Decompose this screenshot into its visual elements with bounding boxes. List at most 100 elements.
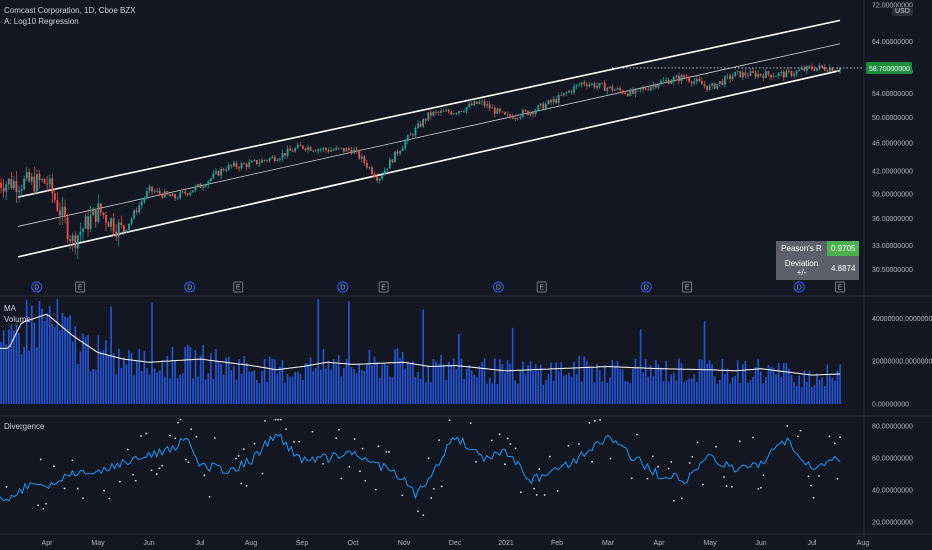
volume-bar [360,370,363,404]
divergence-dot [490,439,493,442]
divergence-dot [833,442,836,445]
divergence-dot [506,437,509,440]
volume-bar [644,358,647,404]
volume-bar [568,372,570,404]
volume-bar [672,372,675,404]
candle-body [527,110,529,115]
candle-body [772,76,775,78]
candle-body [493,107,496,114]
volume-bar [621,369,624,404]
divergence-dot [203,474,206,477]
candle-body [102,212,105,215]
candle-body [603,83,606,91]
volume-bar [87,335,89,404]
earnings-marker-label: E [838,285,843,292]
candle-body [764,71,767,78]
candle-body [148,186,151,192]
volume-bar [588,366,591,404]
volume-bar [839,364,841,404]
candle-body [215,171,217,174]
volume-bar [2,330,5,404]
currency-badge[interactable]: USD [892,7,913,16]
x-tick-label: Aug [857,540,870,547]
candle-body [312,150,315,152]
candle-body [258,162,261,165]
candle-body [7,178,10,185]
divergence-dot [591,460,593,463]
candle-body [839,67,841,71]
divergence-dot [401,494,404,497]
volume-bar [800,387,803,404]
volume-bar [437,364,440,404]
candle-body [570,90,573,93]
candle-body [330,150,332,152]
volume-bar [378,377,381,404]
volume-bar [550,362,552,404]
volume-bar [107,355,110,404]
volume-bar [726,368,729,404]
earnings-marker-icon [233,281,244,293]
volume-bar [279,366,281,404]
candle-body [30,176,33,182]
divergence-dot [538,468,541,470]
volume-bar [601,381,603,404]
volume-bar [698,359,701,404]
candle-body [261,159,263,163]
candle-body [317,149,320,152]
candle-body [51,178,54,194]
volume-bar [657,364,660,404]
candle-body [624,93,627,95]
candle-body [248,162,251,168]
volume-bar [818,379,821,404]
candle-body [69,239,72,242]
divergence-dot [651,455,654,458]
divergence-dot [169,434,171,437]
candle-body [273,156,276,161]
divergence-dot [533,487,535,490]
candle-body [138,205,141,213]
divergence-dot [448,419,451,422]
volume-bar [273,359,276,404]
divergence-dot [636,433,638,436]
candle-body [373,173,376,177]
candle-body [171,193,174,197]
candle-body [145,191,148,198]
candle-body [762,75,765,78]
candle-body [82,228,84,232]
divergence-dot [812,496,815,499]
volume-bar [516,383,519,404]
volume-bar [320,369,322,404]
volume-bar [281,360,284,404]
candle-body [685,77,688,79]
candle-body [156,190,159,192]
divergence-dot [725,485,728,487]
price-tick-label: 54.00000000 [872,91,913,98]
candle-body [230,164,233,167]
volume-bar [79,351,82,404]
volume-bar [509,363,511,404]
candle-body [498,108,501,112]
candle-body [593,83,596,88]
candle-body [340,147,343,149]
volume-bar [325,368,327,404]
divergence-dot [593,419,596,422]
candle-body [238,167,240,169]
divergence-dot [42,507,45,510]
earnings-marker-label: E [539,285,544,292]
candle-body [332,149,335,151]
divergence-dot [240,482,243,485]
volume-bar [5,344,8,404]
candle-body [445,110,448,112]
volume-bar [524,374,527,404]
candle-body [481,101,483,102]
volume-bar [678,358,680,404]
price-tick-label: 64.00000000 [872,39,913,46]
divergence-dot [195,435,198,438]
volume-bar [153,368,156,404]
candle-body [266,160,269,162]
candle-body [140,201,143,206]
volume-bar [739,382,742,404]
candle-body [501,111,504,113]
indicator-label: A: Log10 Regression [4,17,79,26]
